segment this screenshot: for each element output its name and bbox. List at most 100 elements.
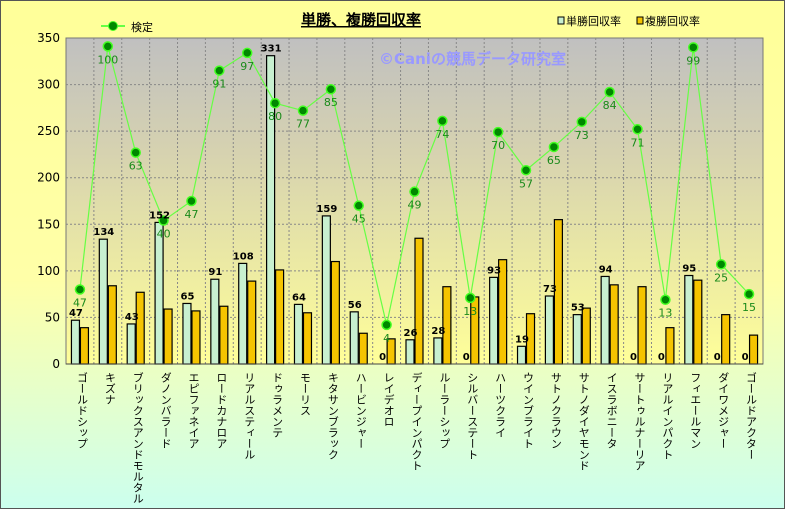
data-label-kentei: 49 (408, 199, 422, 212)
data-label-tansho: 0 (630, 352, 637, 363)
y-tick-label: 0 (52, 357, 60, 371)
x-tick-label: ブリックスアンドモルタル (131, 371, 144, 504)
data-label-kentei: 91 (212, 78, 226, 91)
bar-tansho (154, 221, 164, 365)
y-tick-label: 350 (37, 31, 60, 45)
bar-tansho (572, 314, 582, 365)
x-tick-label: サトノダイヤモンド (577, 372, 590, 471)
bar-fukusho (358, 332, 368, 365)
line-point (158, 215, 169, 226)
line-point (743, 288, 755, 300)
legend-swatch-fukusho (636, 16, 644, 25)
line-point (214, 65, 225, 76)
line-point (632, 124, 643, 135)
data-label-tansho: 0 (463, 352, 470, 363)
bar-tansho (684, 274, 694, 365)
x-tick-label: ハーツクライ (494, 372, 507, 438)
line-point (492, 126, 504, 138)
data-label-kentei: 97 (240, 60, 254, 73)
data-label-kentei: 80 (268, 110, 282, 123)
line-point (130, 147, 141, 158)
x-tick-label: サトノクラウン (549, 372, 562, 449)
bar-fukusho (721, 314, 731, 365)
x-tick-label: ウインブライト (522, 372, 535, 449)
x-tick-label: フィエールマン (689, 372, 702, 449)
data-label-tansho: 26 (404, 328, 418, 339)
x-tick-label: イスラボニータ (605, 372, 618, 449)
x-tick-label: ダノンバラード (159, 372, 172, 449)
data-label-tansho: 134 (93, 227, 114, 238)
bar-tansho (405, 339, 415, 365)
data-label-kentei: 25 (714, 271, 728, 284)
bar-fukusho (219, 305, 229, 365)
data-label-kentei: 65 (547, 154, 561, 167)
bar-fukusho (191, 310, 201, 365)
bar-fukusho (693, 279, 703, 365)
line-point (353, 200, 364, 211)
data-label-kentei: 73 (575, 129, 589, 142)
line-point (186, 195, 197, 207)
bar-tansho (600, 275, 610, 365)
y-tick-label: 100 (37, 264, 60, 278)
bar-fukusho (107, 285, 117, 365)
x-tick-label: キズナ (103, 372, 116, 405)
bar-tansho (321, 215, 331, 365)
legend-line-marker (108, 21, 118, 31)
data-label-kentei: 100 (97, 53, 118, 66)
bar-fukusho (609, 284, 619, 365)
data-label-tansho: 152 (149, 210, 170, 221)
bar-tansho (433, 337, 443, 365)
data-label-tansho: 28 (431, 326, 445, 337)
x-tick-label: ゴールドアクター (745, 371, 758, 460)
data-label-kentei: 4 (383, 332, 390, 345)
x-tick-label: ロードカナロア (215, 372, 228, 449)
bar-fukusho (748, 334, 759, 365)
line-point (297, 105, 309, 116)
bar-fukusho (247, 280, 257, 365)
legend: 検定 単勝回収率 複勝回収率 (101, 14, 700, 34)
line-point (409, 186, 420, 197)
bar-fukusho (79, 327, 90, 365)
data-label-tansho: 53 (571, 303, 585, 314)
x-tick-label: ディープインパクト (410, 371, 423, 471)
x-tick-label: サートゥルナーリア (633, 372, 646, 471)
bar-fukusho (135, 291, 145, 365)
data-label-tansho: 93 (487, 265, 501, 276)
y-tick-label: 150 (37, 217, 60, 231)
bar-tansho (98, 238, 108, 365)
data-label-kentei: 77 (296, 118, 310, 131)
line-point (381, 319, 392, 331)
data-label-tansho: 331 (261, 44, 282, 55)
data-label-tansho: 64 (292, 292, 306, 303)
line-point (688, 42, 699, 53)
data-label-tansho: 91 (208, 267, 222, 278)
data-label-tansho: 65 (180, 291, 194, 302)
line-point (660, 294, 671, 305)
bar-tansho (516, 345, 527, 365)
data-label-kentei: 63 (129, 160, 143, 173)
bar-tansho (293, 303, 304, 365)
bar-fukusho (581, 307, 591, 365)
data-label-kentei: 45 (352, 213, 366, 226)
bar-fukusho (665, 327, 675, 365)
line-point (102, 41, 114, 52)
x-tick-label: ゴールドシップ (75, 371, 88, 449)
data-label-kentei: 40 (157, 228, 171, 241)
chart-title: 単勝、複勝回収率 (301, 11, 421, 29)
bar-fukusho (275, 269, 285, 365)
data-label-kentei: 13 (658, 307, 672, 320)
y-tick-label: 300 (37, 78, 60, 92)
line-point (269, 97, 281, 109)
line-point (325, 83, 337, 95)
line-point (465, 292, 476, 304)
data-label-tansho: 73 (543, 284, 557, 295)
x-tick-label: レイデオロ (382, 372, 395, 427)
line-point (520, 165, 532, 176)
data-label-kentei: 57 (519, 177, 533, 190)
bar-tansho (544, 295, 555, 365)
data-label-kentei: 47 (184, 208, 198, 221)
y-tick-label: 50 (45, 310, 60, 324)
data-label-kentei: 70 (491, 139, 505, 152)
x-tick-label: リアルインパクト (661, 372, 674, 460)
